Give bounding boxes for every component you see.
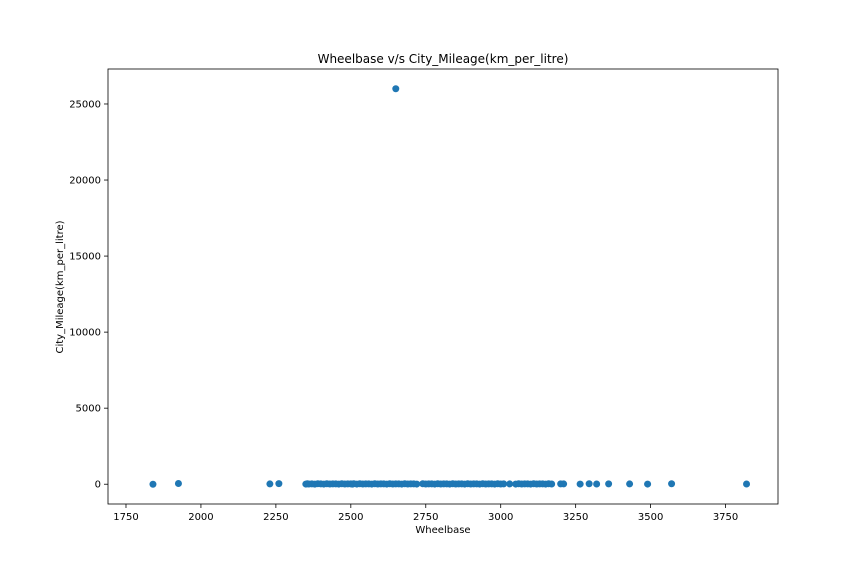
data-point (593, 480, 601, 488)
x-tick-label: 3750 (713, 512, 738, 523)
data-point (413, 480, 421, 488)
x-tick-label: 2000 (188, 512, 213, 523)
data-point (644, 480, 652, 488)
y-axis: 0 5000 10000 15000 20000 25000 (69, 99, 108, 491)
x-tick-label: 3500 (638, 512, 663, 523)
chart-title: Wheelbase v/s City_Mileage(km_per_litre) (318, 52, 569, 66)
data-point (149, 480, 157, 488)
data-point (506, 480, 514, 488)
data-point (266, 480, 274, 488)
data-point (392, 85, 400, 93)
x-tick-label: 1750 (113, 512, 138, 523)
x-axis-label: Wheelbase (415, 525, 470, 536)
x-tick-label: 3250 (563, 512, 588, 523)
data-point (500, 480, 508, 488)
y-tick-label: 15000 (69, 252, 101, 263)
data-point (576, 480, 584, 488)
x-tick-label: 2250 (263, 512, 288, 523)
data-point (605, 480, 613, 488)
x-tick-label: 2500 (338, 512, 363, 523)
y-tick-label: 10000 (69, 328, 101, 339)
data-point (585, 480, 593, 488)
plot-frame (107, 68, 779, 505)
data-point (743, 480, 751, 488)
x-tick-label: 2750 (413, 512, 438, 523)
data-point (626, 480, 634, 488)
y-tick-label: 5000 (76, 404, 101, 415)
x-axis: 1750 2000 2250 2500 2750 3000 3250 3500 3750 (113, 504, 738, 523)
y-axis-label: City_Mileage(km_per_litre) (55, 220, 66, 353)
data-point (174, 479, 182, 487)
scatter-points (149, 85, 751, 488)
y-tick-label: 0 (95, 480, 101, 491)
y-tick-label: 20000 (69, 176, 101, 187)
data-point (560, 480, 568, 488)
y-tick-label: 25000 (69, 99, 101, 110)
x-tick-label: 3000 (488, 512, 513, 523)
data-point (668, 480, 676, 488)
data-point (275, 480, 283, 488)
data-point (548, 480, 556, 488)
